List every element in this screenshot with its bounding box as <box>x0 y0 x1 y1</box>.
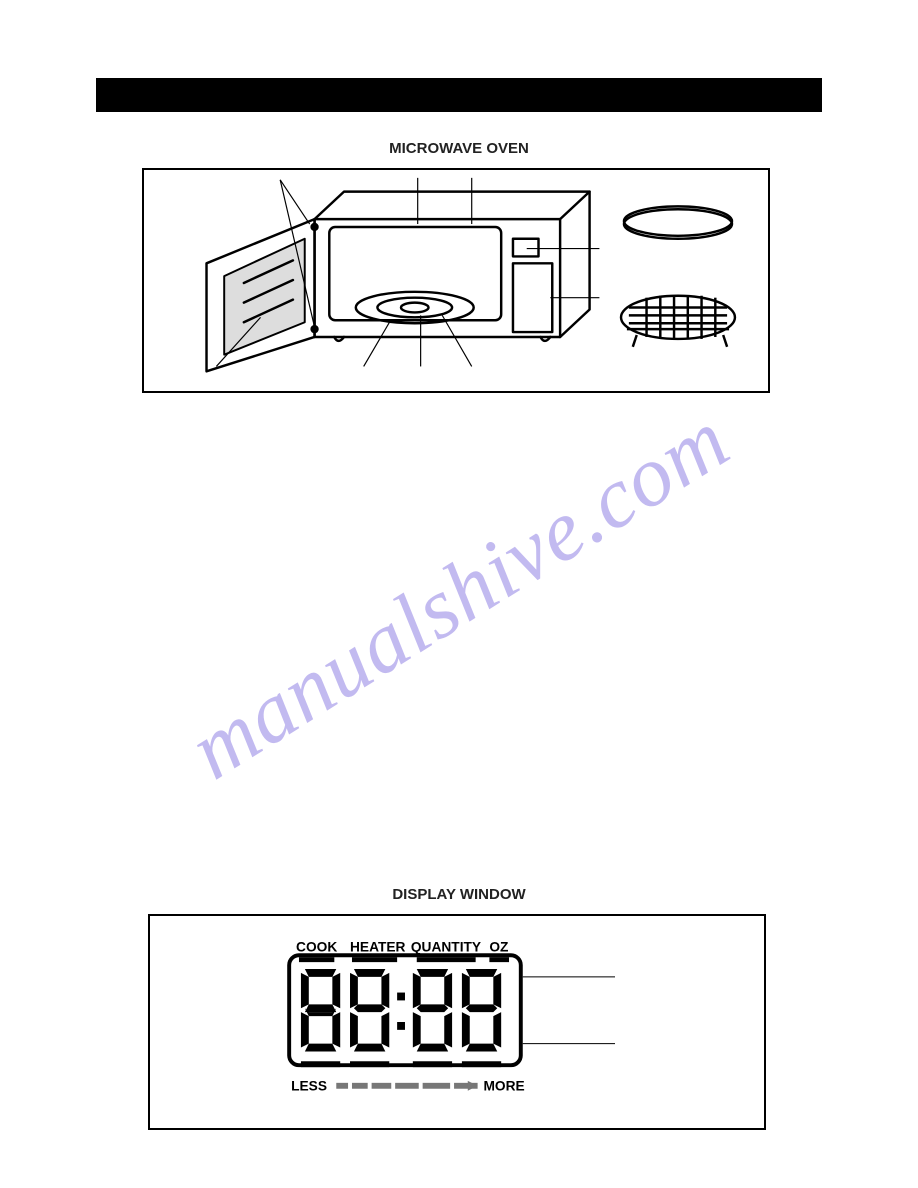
section-title-oven: MICROWAVE OVEN <box>389 140 529 157</box>
indicator-quantity: QUANTITY <box>411 939 481 954</box>
indicator-cook: COOK <box>296 939 337 954</box>
header-bar <box>96 78 822 112</box>
indicator-oz: OZ <box>489 939 508 954</box>
indicator-less: LESS <box>291 1079 327 1094</box>
indicator-more: MORE <box>484 1079 525 1094</box>
watermark-text: manualshive.com <box>172 389 746 799</box>
section-title-display: DISPLAY WINDOW <box>392 886 525 903</box>
display-diagram-box: COOK HEATER QUANTITY OZ <box>148 914 766 1130</box>
microwave-diagram-svg <box>144 170 768 391</box>
microwave-diagram-box <box>142 168 770 393</box>
manual-page: MICROWAVE OVEN <box>0 0 918 1188</box>
display-diagram-svg: COOK HEATER QUANTITY OZ <box>150 916 764 1128</box>
indicator-heater: HEATER <box>350 939 406 954</box>
